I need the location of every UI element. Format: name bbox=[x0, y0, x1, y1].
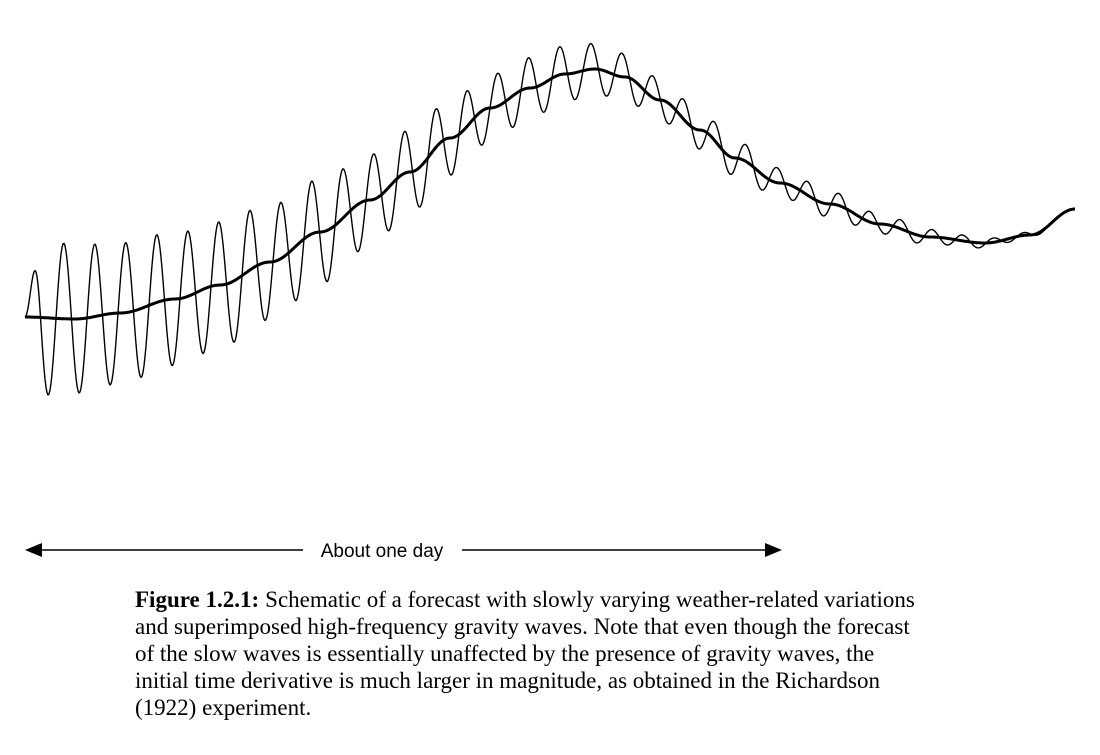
caption-line-5: (1922) experiment. bbox=[135, 695, 312, 720]
time-scale-arrow: About one day bbox=[25, 541, 782, 562]
caption-text-1: Schematic of a forecast with slowly vary… bbox=[265, 587, 915, 612]
time-scale-arrowhead-left bbox=[25, 543, 42, 557]
figure-caption: Figure 1.2.1: Schematic of a forecast wit… bbox=[135, 586, 1095, 721]
caption-line-4: initial time derivative is much larger i… bbox=[135, 668, 880, 693]
slow-weather-curve bbox=[24, 67, 1076, 321]
caption-line-2: and superimposed high-frequency gravity … bbox=[135, 614, 910, 639]
time-scale-label: About one day bbox=[321, 541, 444, 562]
caption-line-3: of the slow waves is essentially unaffec… bbox=[135, 641, 875, 666]
caption-line-1: Figure 1.2.1: Schematic of a forecast wit… bbox=[135, 586, 1095, 613]
time-scale-arrowhead-right bbox=[765, 543, 782, 557]
forecast-diagram: About one day bbox=[24, 42, 1076, 562]
caption-label: Figure 1.2.1: bbox=[135, 587, 260, 612]
gravity-wave-curve bbox=[24, 42, 1076, 396]
